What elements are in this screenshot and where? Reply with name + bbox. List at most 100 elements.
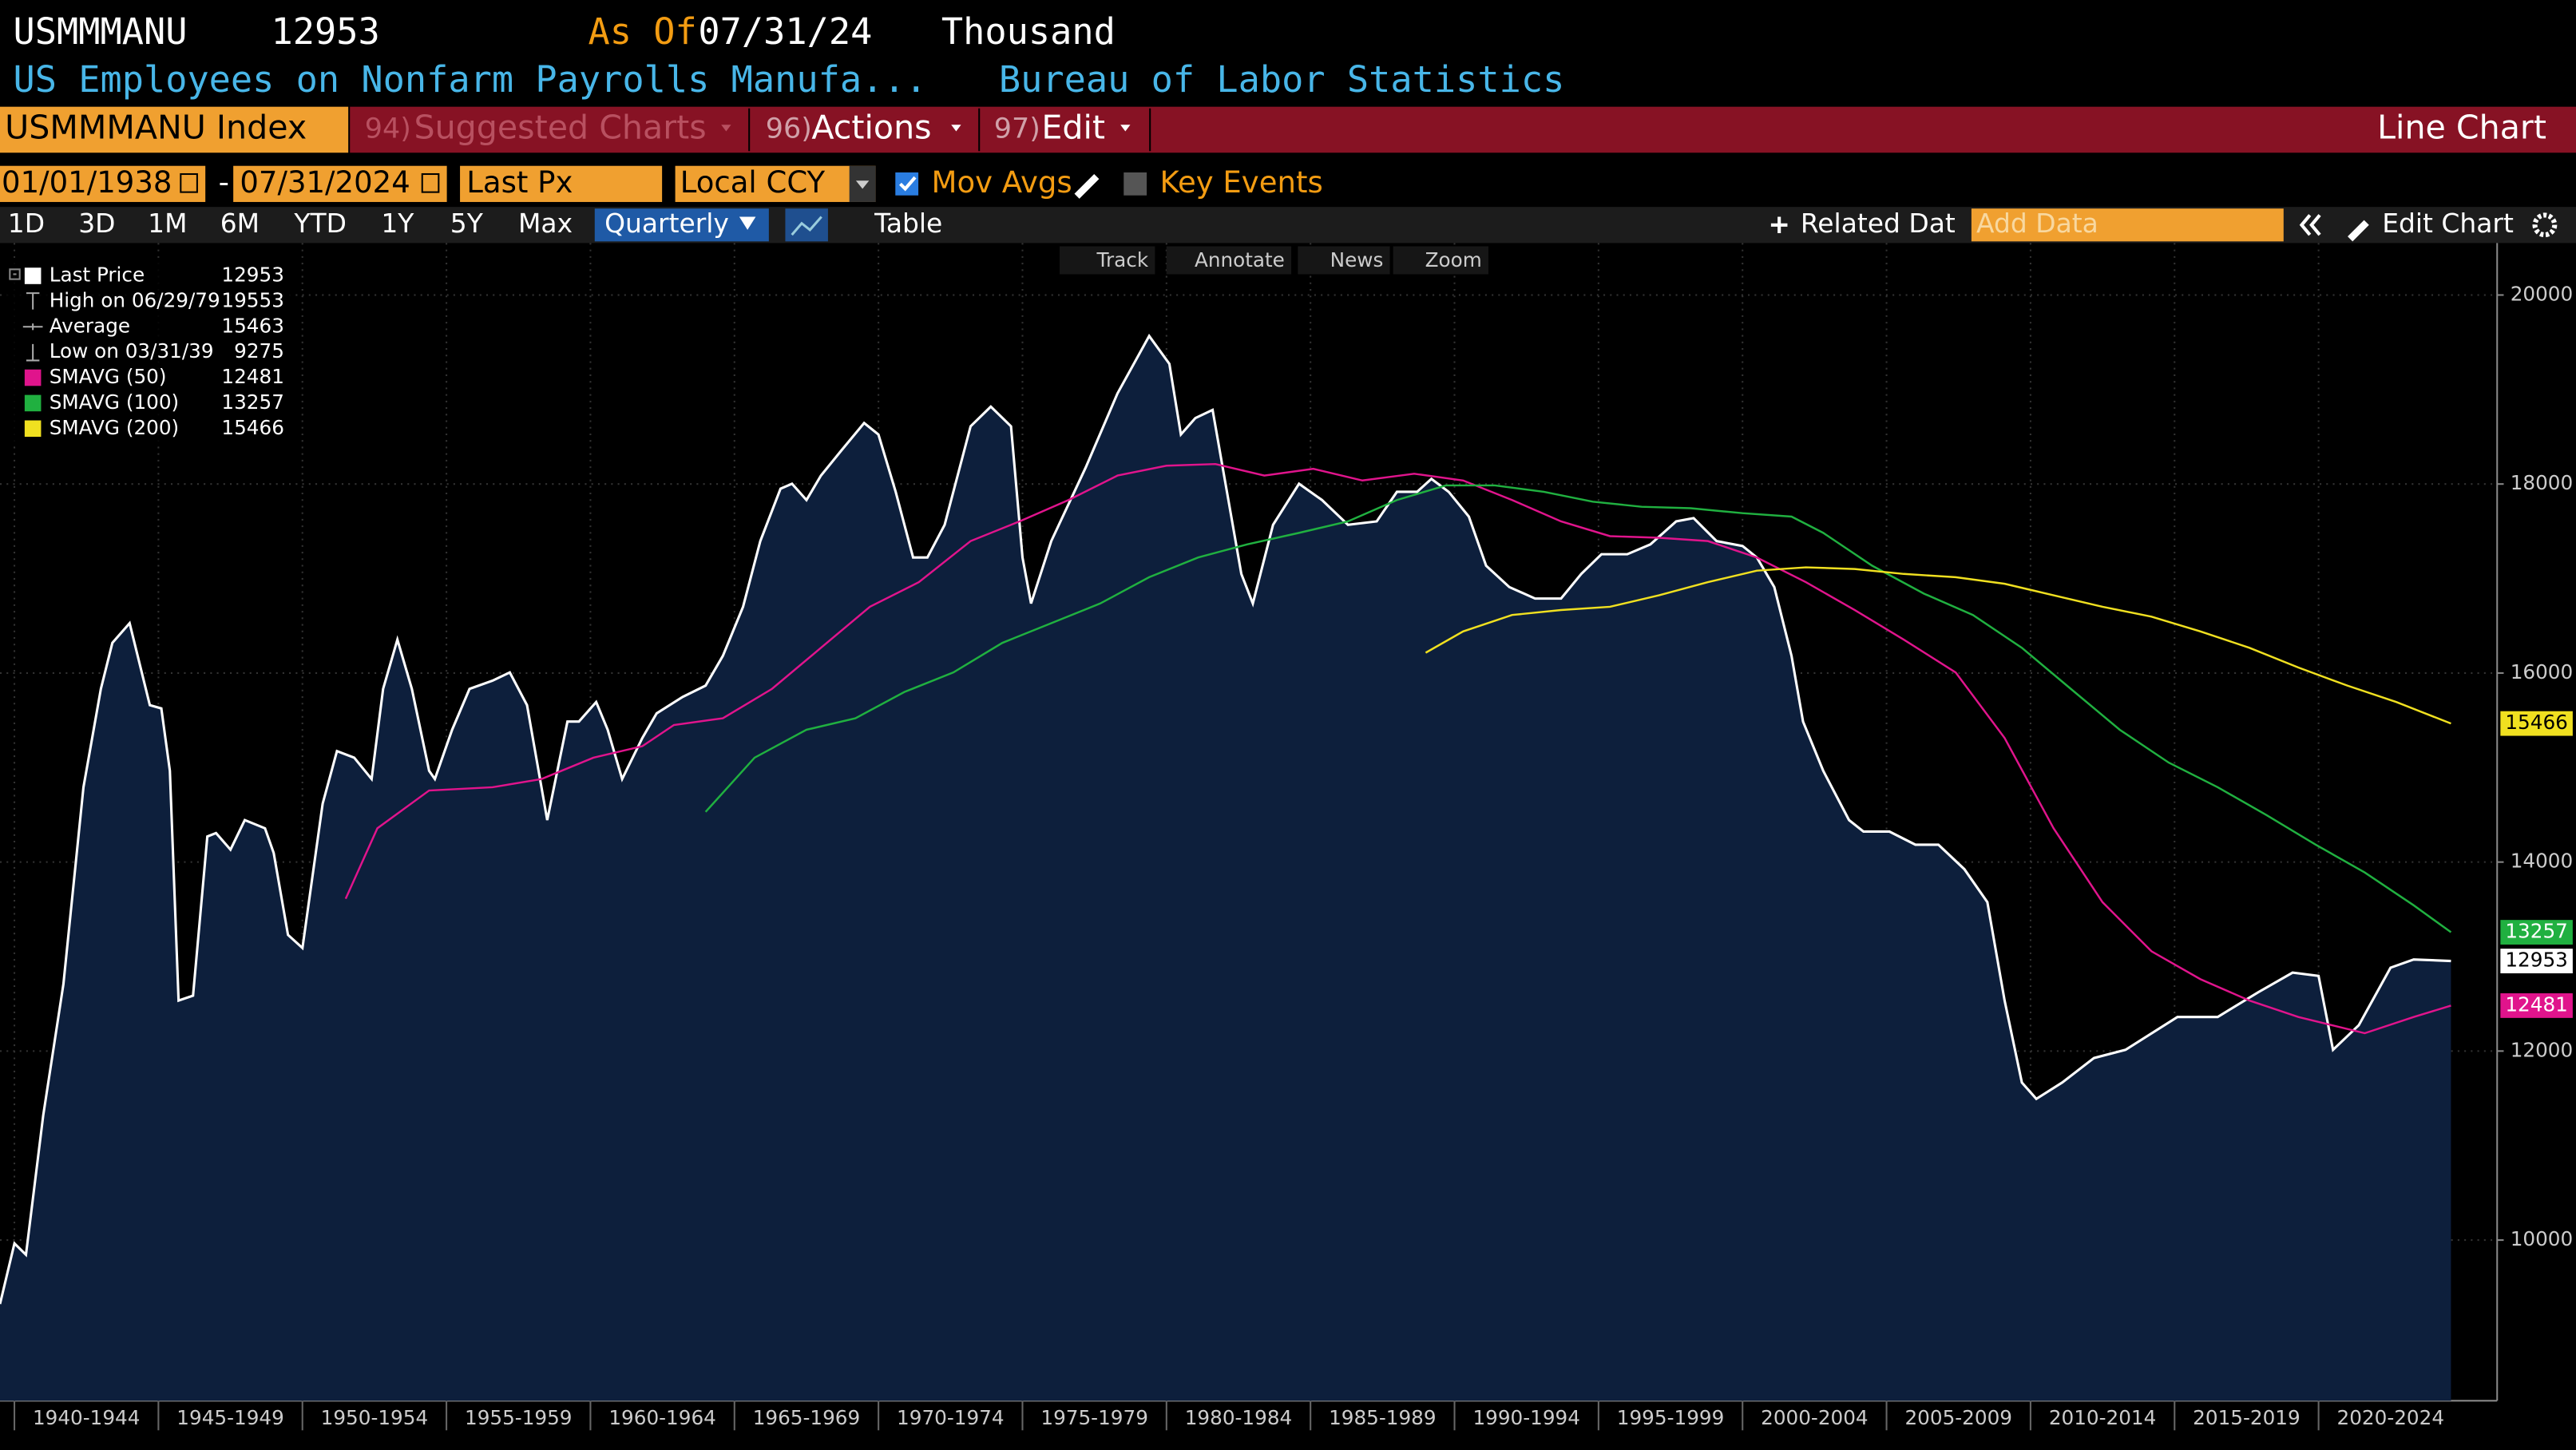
menu-actions[interactable]: Actions — [811, 108, 931, 146]
legend-value: 15466 — [221, 416, 284, 439]
collapse-icon[interactable] — [2299, 214, 2321, 236]
range-tab[interactable]: YTD — [293, 208, 347, 239]
add-data[interactable]: Add Data — [1976, 208, 2098, 239]
legend-stat-icon — [26, 292, 40, 310]
dropdown-arrow — [1120, 125, 1131, 132]
mov-avgs[interactable]: Mov Avgs — [932, 165, 1072, 200]
check-mark — [898, 176, 917, 192]
menu-suggested[interactable]: Suggested Charts — [414, 108, 706, 146]
x-tick-label: 2000-2004 — [1761, 1406, 1869, 1429]
tabs: 1D 3D 1M 6M YTD 1Y 5Y Max Quarterly — [8, 208, 769, 242]
add-data-box[interactable] — [1971, 208, 2284, 242]
field[interactable]: Last Px — [466, 165, 573, 200]
tool-label[interactable]: Annotate — [1195, 248, 1285, 271]
plus-icon — [1770, 216, 1788, 234]
tool-label[interactable]: News — [1330, 248, 1384, 271]
units: Thousand — [941, 10, 1116, 53]
calendar-icon[interactable] — [180, 172, 198, 193]
dropdown-arrow — [739, 216, 756, 230]
x-tick-label: 1980-1984 — [1185, 1406, 1293, 1429]
menu-edit[interactable]: Edit — [1041, 108, 1105, 146]
x-tick-label: 2005-2009 — [1904, 1406, 2012, 1429]
legend-toggle[interactable] — [9, 268, 21, 280]
start-date-box[interactable] — [0, 165, 206, 202]
tool-label[interactable]: Track — [1096, 248, 1149, 271]
chart-type-icon[interactable] — [785, 208, 828, 242]
security[interactable]: USMMMANU Index — [5, 108, 307, 146]
range-tab[interactable]: 5Y — [450, 208, 484, 239]
line — [344, 462, 2451, 1035]
range-tab[interactable]: Max — [518, 208, 573, 239]
x-tick-label: 1990-1994 — [1472, 1406, 1580, 1429]
period-tab-box[interactable] — [594, 208, 769, 242]
line — [0, 333, 2451, 1305]
chart-kind[interactable]: Line Chart — [2377, 108, 2546, 146]
as-of-label: As Of — [589, 10, 697, 53]
period-tab[interactable]: Quarterly — [604, 208, 729, 239]
y-tick-label: 20000 — [2511, 282, 2574, 305]
area — [0, 335, 2451, 1401]
tool-label[interactable]: Zoom — [1425, 248, 1482, 271]
range-tab[interactable]: 1D — [8, 208, 45, 239]
legend-label: SMAVG (50) — [50, 365, 167, 388]
legend-value: 12953 — [221, 263, 284, 287]
x-tick-label: 2010-2014 — [2049, 1406, 2157, 1429]
checkbox[interactable] — [1124, 172, 1147, 196]
x-tick-label: 1955-1959 — [465, 1406, 573, 1429]
settings-icon[interactable] — [2532, 212, 2558, 238]
legend-label: High on 06/29/79 — [50, 288, 220, 311]
start-date[interactable]: 01/01/1938 — [2, 165, 172, 200]
pencil-icon[interactable] — [1074, 174, 1100, 199]
range-tab[interactable]: 1Y — [381, 208, 414, 239]
dropdown-arrow — [951, 125, 961, 132]
legend-label: SMAVG (200) — [50, 416, 179, 439]
x-tick-label: 1940-1944 — [33, 1406, 141, 1429]
calendar-icon[interactable] — [421, 172, 440, 193]
legend-swatch — [24, 369, 42, 386]
key-events[interactable]: Key Events — [1160, 165, 1323, 200]
y-tick-label: 10000 — [2511, 1227, 2574, 1250]
chart-type-glyph — [791, 216, 822, 236]
y-tick-label: 12000 — [2511, 1038, 2574, 1061]
range-tab[interactable]: 1M — [148, 208, 187, 239]
tool-button[interactable] — [1393, 246, 1489, 275]
dropdown-arrow — [721, 125, 731, 132]
range-tab[interactable]: 6M — [220, 208, 260, 239]
table-tab[interactable]: Table — [874, 208, 942, 239]
x-tick-label: 1950-1954 — [321, 1406, 429, 1429]
tool-button[interactable] — [1166, 246, 1292, 275]
checkbox-checked[interactable] — [895, 172, 919, 196]
description: US Employees on Nonfarm Payrolls Manufa.… — [13, 58, 926, 101]
tool-button[interactable] — [1060, 246, 1155, 275]
tool-button[interactable] — [1298, 246, 1390, 275]
related-data[interactable]: Related Dat — [1801, 208, 1956, 239]
chart: 10000 12000 14000 16000 18000 20000 1940-1944 1… — [0, 243, 2574, 1431]
x-tick-label: 1965-1969 — [753, 1406, 861, 1429]
currency-box[interactable] — [675, 165, 876, 202]
x-tick-label: 2020-2024 — [2337, 1406, 2445, 1429]
chart-tools: Track Annotate News Zoom — [1060, 246, 1489, 275]
field-box[interactable] — [460, 165, 663, 202]
x-tick-label: 1995-1999 — [1617, 1406, 1725, 1429]
x-tick-label: 1975-1979 — [1040, 1406, 1148, 1429]
legend-value: 13257 — [221, 390, 284, 414]
line — [1425, 566, 2451, 725]
legend-label: Low on 03/31/39 — [50, 339, 214, 362]
legend-value: 9275 — [234, 339, 284, 362]
security-box[interactable] — [0, 106, 349, 153]
source: Bureau of Labor Statistics — [999, 58, 1564, 101]
y-tick-label: 14000 — [2511, 850, 2574, 873]
edit-chart[interactable]: Edit Chart — [2382, 208, 2514, 239]
value-tag — [2500, 920, 2573, 945]
end-date[interactable]: 07/31/2024 — [240, 165, 410, 200]
as-of-date: 07/31/24 — [698, 10, 872, 53]
x-tick-label: 2015-2019 — [2193, 1406, 2301, 1429]
ticker: USMMMANU — [13, 10, 187, 53]
end-date-box[interactable] — [233, 165, 447, 202]
value-tag-label: 12953 — [2505, 949, 2568, 972]
currency[interactable]: Local CCY — [680, 165, 826, 200]
legend-value: 19553 — [221, 288, 284, 311]
range-tab[interactable]: 3D — [78, 208, 115, 239]
